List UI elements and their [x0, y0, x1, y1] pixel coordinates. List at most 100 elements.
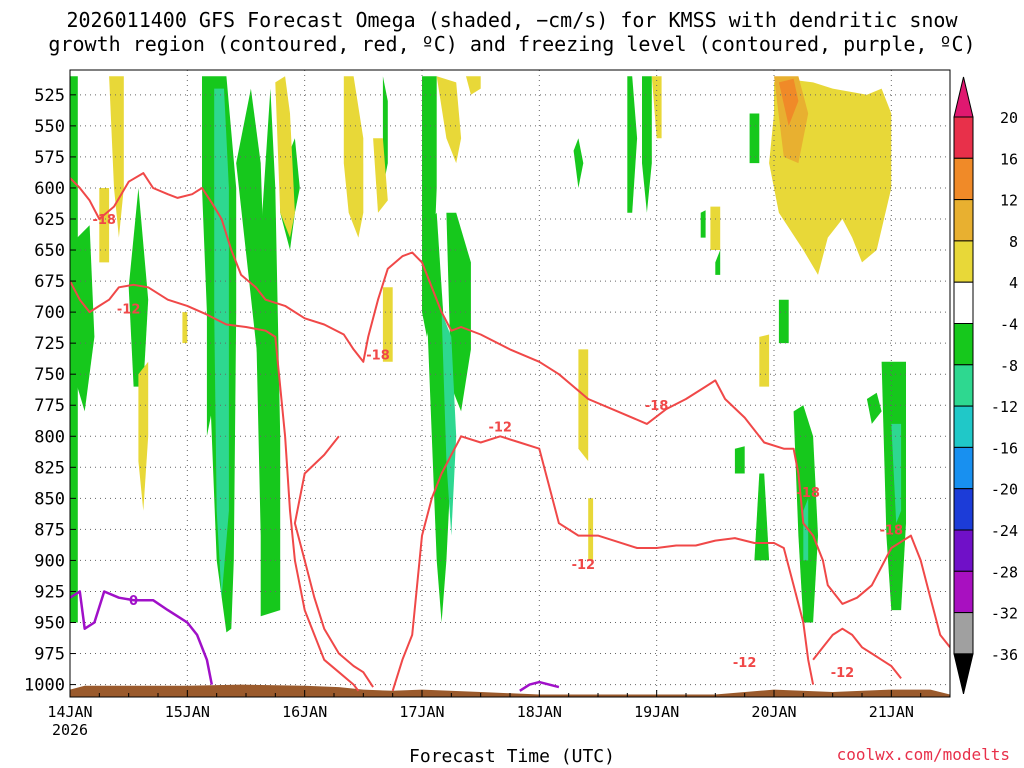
- terrain-fill: [70, 684, 950, 697]
- colorbar-label: -16: [991, 439, 1018, 457]
- plot-frame: [69, 69, 951, 698]
- colorbar-label: -4: [1000, 316, 1018, 334]
- y-tick-label: 600: [34, 179, 65, 199]
- colorbar-under-arrow: [953, 653, 974, 695]
- y-tick-label: 700: [34, 303, 65, 323]
- colorbar-segment: [953, 446, 974, 490]
- x-axis-label: Forecast Time (UTC): [409, 746, 615, 767]
- colorbar-label: -8: [1000, 357, 1018, 375]
- omega-shade-region: [778, 78, 799, 126]
- omega-shade-region: [466, 76, 481, 95]
- colorbar-segment: [953, 612, 974, 655]
- chart-title-line-1: 2026011400 GFS Forecast Omega (shaded, −…: [66, 8, 958, 32]
- y-tick-label: 575: [34, 148, 65, 168]
- omega-shade-region: [573, 138, 584, 188]
- freezing-level-contour: [70, 590, 214, 685]
- dgz-contour-label: -18: [796, 486, 820, 501]
- colorbar-segment: [953, 199, 974, 242]
- omega-shade-region: [876, 113, 887, 164]
- freezing-level-label: 0: [129, 594, 138, 609]
- omega-shade-region: [214, 88, 229, 598]
- omega-shade-region: [627, 76, 638, 213]
- omega-shade-region: [255, 88, 281, 617]
- freezing-level-contour: [519, 680, 560, 692]
- y-tick-label: 750: [34, 365, 65, 385]
- colorbar-label: 16: [1000, 150, 1018, 168]
- colorbar-label: 12: [1000, 192, 1018, 210]
- colorbar-over-arrow: [953, 76, 974, 118]
- dgz-contour-line: [70, 172, 950, 648]
- omega-shade-region: [138, 361, 149, 511]
- colorbar-label: 20: [1000, 109, 1018, 127]
- x-tick-label: 20JAN: [751, 703, 796, 721]
- omega-shade-region: [182, 312, 188, 344]
- colorbar-label: -24: [991, 522, 1018, 540]
- omega-shade-region: [436, 76, 462, 164]
- y-tick-label: 975: [34, 645, 65, 665]
- y-tick-label: 900: [34, 551, 65, 571]
- omega-shade-region: [578, 349, 589, 462]
- omega-shade-region: [642, 76, 652, 213]
- colorbar-segment: [953, 323, 974, 366]
- omega-shade-region: [128, 188, 149, 387]
- omega-shade-region: [881, 361, 906, 611]
- x-tick-label: 19JAN: [634, 703, 679, 721]
- y-tick-label: 725: [34, 334, 65, 354]
- dgz-contour-label: -12: [488, 420, 512, 435]
- colorbar-label: -20: [991, 481, 1018, 499]
- y-tick-label: 1000: [24, 676, 65, 696]
- colorbar-segment: [953, 570, 974, 614]
- omega-shade-region: [77, 225, 95, 412]
- plot-area: -18 -12 -18 -12 -18 -12 -18 -12 -18 -12 0: [70, 70, 950, 697]
- omega-shade-region: [373, 138, 388, 213]
- omega-shade-region: [759, 334, 770, 387]
- omega-shade-region: [343, 76, 364, 238]
- y-tick-label: 800: [34, 427, 65, 447]
- y-tick-label: 950: [34, 614, 65, 634]
- y-tick-label: 875: [34, 520, 65, 540]
- y-tick-label: 675: [34, 272, 65, 292]
- colorbar-segment: [953, 405, 974, 448]
- omega-shade-region: [70, 76, 78, 623]
- colorbar-label: 4: [1009, 274, 1018, 292]
- y-tick-label: 925: [34, 582, 65, 602]
- colorbar-label: 8: [1009, 233, 1018, 251]
- dgz-contour-line: [812, 627, 902, 680]
- colorbar-segment: [953, 157, 974, 201]
- dgz-contour-line: [70, 280, 360, 692]
- x-tick-label: 15JAN: [165, 703, 210, 721]
- x-tick-label: 21JAN: [869, 703, 914, 721]
- colorbar-segment: [953, 488, 974, 531]
- colorbar-label: -32: [991, 605, 1018, 623]
- omega-shade-region: [700, 210, 706, 238]
- omega-shade-region: [866, 392, 882, 424]
- colorbar-segment: [953, 529, 974, 572]
- y-tick-label: 775: [34, 396, 65, 416]
- dgz-contour-line: [391, 435, 815, 692]
- y-tick-label: 550: [34, 117, 65, 137]
- omega-shade-region: [891, 423, 902, 524]
- colorbar-segment: [953, 281, 974, 325]
- omega-shade-region: [778, 299, 789, 344]
- dgz-contour-label: -12: [572, 558, 596, 573]
- colorbar-label: -12: [991, 398, 1018, 416]
- x-tick-label: 14JAN: [47, 703, 92, 721]
- colorbar-label: -28: [991, 563, 1018, 581]
- colorbar-segment: [953, 116, 974, 159]
- omega-shade-region: [99, 188, 110, 263]
- y-tick-label: 850: [34, 489, 65, 509]
- dgz-contour-label: -12: [117, 302, 141, 317]
- omega-shade-region: [754, 473, 770, 561]
- chart-title-line-2: growth region (contoured, red, ºC) and f…: [48, 32, 976, 56]
- x-tick-sublabel: 2026: [52, 721, 88, 739]
- omega-shade-region: [715, 250, 721, 275]
- omega-shade-region: [710, 206, 721, 250]
- x-tick-label: 18JAN: [517, 703, 562, 721]
- omega-shade-region: [651, 76, 662, 139]
- dgz-contour-label: -12: [733, 656, 757, 671]
- y-tick-label: 525: [34, 86, 65, 106]
- colorbar-label: -36: [991, 646, 1018, 664]
- credit-link[interactable]: coolwx.com/modelts: [836, 745, 1010, 764]
- x-tick-label: 16JAN: [282, 703, 327, 721]
